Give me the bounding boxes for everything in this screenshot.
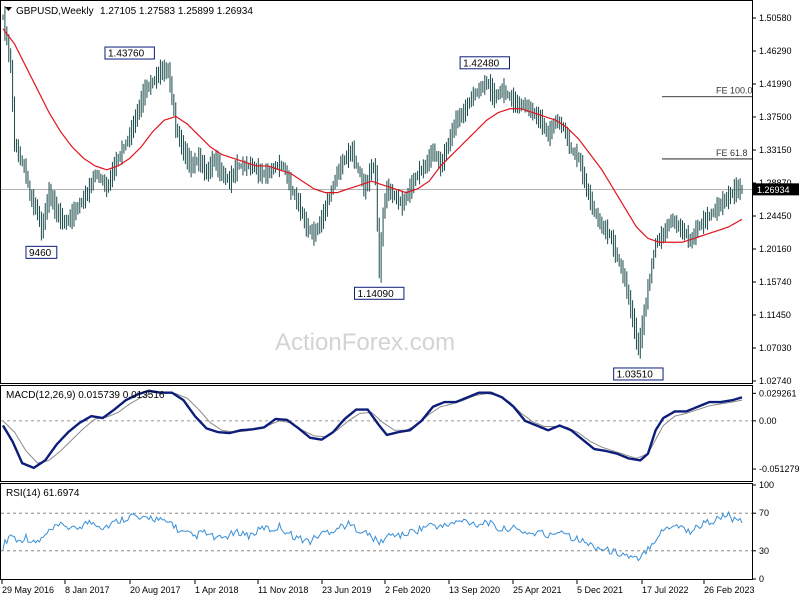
rsi-tick-label: 0: [759, 574, 764, 584]
price-annotation-label: 1.03510: [617, 369, 654, 380]
price-tick-label: 1.24450: [759, 211, 792, 221]
watermark: ActionForex.com: [275, 329, 455, 356]
price-tick-label: 1.50580: [759, 13, 792, 23]
price-annotation-label: 1.42480: [463, 58, 500, 69]
x-tick-label: 17 Jul 2022: [642, 585, 689, 595]
price-annotation-box: [459, 56, 510, 70]
x-tick-label: 5 Dec 2021: [577, 585, 623, 595]
macd-tick-label: 0.029261: [759, 388, 797, 398]
rsi-panel-frame: [0, 483, 753, 580]
x-tick-label: 11 Nov 2018: [258, 585, 308, 595]
macd-main-line: [1, 389, 743, 470]
rsi-title: RSI(14) 61.6974: [6, 488, 80, 499]
price-annotation-box: [104, 46, 155, 60]
price-tick-label: 1.02740: [759, 376, 792, 386]
price-tick-label: 1.37500: [759, 112, 792, 122]
rsi-tick-label: 30: [759, 546, 769, 556]
price-annotation-box: [354, 286, 405, 300]
price-annotation-label: 1.43760: [108, 49, 145, 60]
x-tick-label: 25 Apr 2021: [513, 585, 562, 595]
x-tick-label: 13 Sep 2020: [449, 585, 500, 595]
symbol-label: GBPUSD,Weekly: [16, 6, 94, 17]
x-tick-label: 20 Aug 2017: [130, 585, 181, 595]
rsi-tick-label: 70: [759, 508, 769, 518]
current-price-label: 1.26934: [757, 185, 790, 195]
dropdown-triangle-icon[interactable]: [5, 7, 12, 11]
x-tick-label: 23 Jun 2019: [322, 585, 372, 595]
macd-title: MACD(12,26,9) 0.015739 0.013516: [6, 390, 165, 401]
macd-lines: [1, 389, 743, 470]
price-annotation-box: [25, 245, 58, 259]
x-tick-label: 1 Apr 2018: [195, 585, 239, 595]
price-annotation-box: [613, 367, 664, 381]
price-tick-label: 1.28870: [759, 178, 792, 188]
ohlc-label: 1.27105 1.27583 1.25899 1.26934: [100, 6, 253, 17]
price-tick-label: 1.33150: [759, 145, 792, 155]
axis-labels: 1.50580 1.46290 1.41990 1.37500 1.33150 1.288…: [1, 13, 800, 595]
price-annotations: FE 100.0 FE 61.8 1.43760 1.42480 1.14090 1.03…: [25, 46, 753, 381]
moving-average-line: [2, 28, 743, 243]
macd-tick-label: -0.051279: [759, 464, 800, 474]
rsi-tick-label: 100: [759, 480, 774, 490]
price-tick-label: 1.07030: [759, 343, 792, 353]
moving-average: [2, 28, 743, 243]
price-tick-label: 1.20160: [759, 244, 792, 254]
macd-tick-label: 0.00: [759, 416, 777, 426]
price-panel-frame: [0, 0, 753, 384]
x-tick-label: 26 Feb 2023: [704, 585, 755, 595]
x-tick-label: 8 Jan 2017: [65, 585, 110, 595]
price-tick-label: 1.11450: [759, 310, 791, 320]
current-price-tag: [753, 183, 799, 196]
price-tick-label: 1.41990: [759, 79, 792, 89]
price-tick-label: 1.46290: [759, 46, 792, 56]
fib-level-label: FE 100.0: [716, 86, 753, 96]
x-tick-label: 2 Feb 2020: [385, 585, 431, 595]
grid-layer: [1, 188, 752, 552]
macd-signal-line: [2, 392, 743, 464]
price-annotation-label: 9460: [29, 248, 52, 259]
x-tick-label: 29 May 2016: [2, 585, 54, 595]
price-tick-label: 1.15740: [759, 277, 792, 287]
rsi-line: [2, 510, 743, 562]
rsi-line: [2, 510, 743, 562]
price-annotation-label: 1.14090: [358, 289, 395, 300]
macd-panel-frame: [0, 385, 753, 482]
fib-level-label: FE 61.8: [716, 148, 748, 158]
